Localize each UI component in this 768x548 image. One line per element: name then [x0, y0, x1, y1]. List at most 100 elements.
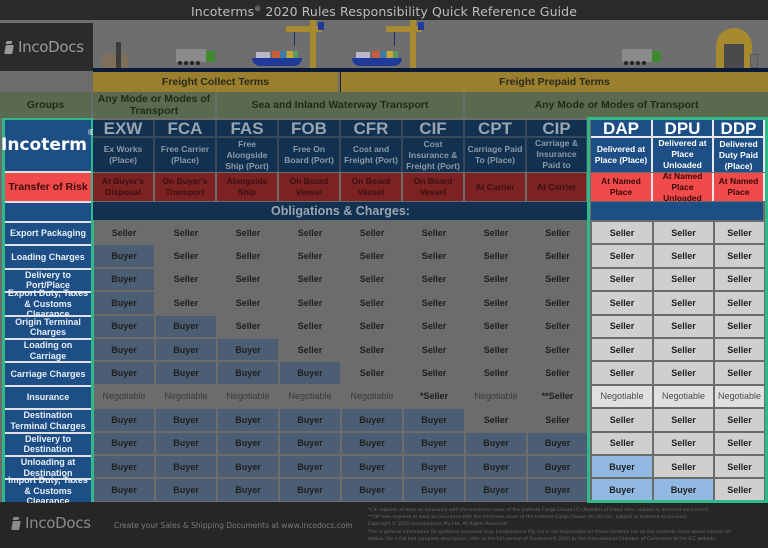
term-name: Ex Works (Place)	[103, 144, 143, 165]
cell-dpu-seller: Seller	[654, 432, 713, 454]
cell-fca-buyer: Buyer	[156, 479, 216, 501]
title-prefix: Incoterms	[191, 4, 255, 20]
warehouse-icon	[712, 28, 758, 68]
cell-fca-buyer: Buyer	[156, 362, 216, 384]
cell-fca-seller: Seller	[156, 292, 216, 314]
risk-fob: On Board Vessel	[279, 173, 341, 201]
band-freight-collect: Freight Collect Terms	[93, 72, 340, 92]
cell-exw-buyer: Buyer	[94, 479, 154, 501]
cell-exw-buyer: Buyer	[94, 409, 154, 431]
cell-cif-seller: Seller	[404, 268, 464, 291]
term-header-fob: FOB Free On Board (Port)	[279, 120, 341, 172]
term-name: Free On Board (Port)	[284, 144, 334, 165]
cell-cif-seller: Seller	[404, 362, 464, 384]
cell-fas-seller: Seller	[218, 268, 278, 291]
cell-fob-seller: Seller	[280, 315, 340, 337]
footer-tagline[interactable]: Create your Sales & Shipping Documents a…	[114, 521, 353, 530]
term-code: DDP	[714, 120, 763, 138]
copyright: Copyright © 2020 IncoSolutions Pty Ltd. …	[368, 522, 509, 528]
incodocs-logo-icon	[11, 517, 21, 530]
cell-cfr-seller: Seller	[342, 315, 402, 337]
cell-fas-buyer: Buyer	[218, 456, 278, 478]
term-code: CFR	[341, 120, 401, 138]
cell-fob-buyer: Buyer	[280, 456, 340, 478]
term-header-cfr: CFR Cost and Freight (Port)	[341, 120, 403, 172]
term-header-ddp: DDP Delivered Duty Paid (Place)	[714, 120, 765, 172]
term-header-cif: CIF Cost Insurance & Freight (Port)	[403, 120, 465, 172]
cell-cip-buyer: Buyer	[528, 456, 587, 478]
risk-fas: Alongside Ship	[217, 173, 279, 201]
cell-cip-seller: Seller	[528, 222, 587, 244]
cell-cfr-seller: Seller	[342, 245, 402, 267]
term-code: CIP	[527, 120, 586, 138]
cell-dap-seller: Seller	[592, 292, 652, 314]
obligation-label: Destination Terminal Charges	[5, 410, 91, 432]
term-code: FOB	[279, 120, 339, 138]
cell-fas-neg: Negotiable	[218, 385, 278, 408]
cell-dap-seller: Seller	[592, 268, 652, 291]
cell-cip-seller: Seller	[528, 315, 587, 337]
risk-fca: On Buyer's Transport	[155, 173, 217, 201]
cell-fob-neg: Negotiable	[280, 385, 340, 408]
disclaimer-continued: details. For a full and complete descrip…	[368, 536, 717, 542]
cell-exw-buyer: Buyer	[94, 362, 154, 384]
cell-cfr-seller: Seller	[342, 222, 402, 244]
cell-ddp-neg: Negotiable	[715, 385, 764, 408]
band-freight-prepaid: Freight Prepaid Terms	[341, 72, 768, 92]
cell-cip-seller: Seller	[528, 362, 587, 384]
cell-dpu-seller: Seller	[654, 315, 713, 337]
risk-dpu: At Named Place Unloaded	[653, 171, 714, 203]
cell-dpu-seller: Seller	[654, 245, 713, 267]
obligations-spacer	[5, 203, 91, 221]
registered-mark: ®	[86, 128, 95, 137]
risk-cpt: At Carrier	[465, 173, 527, 201]
cell-cif-buyer: Buyer	[404, 479, 464, 501]
cell-cif-seller: Seller	[404, 292, 464, 314]
transfer-of-risk-label: Transfer of Risk	[5, 173, 91, 201]
cell-cpt-seller: Seller	[466, 409, 526, 431]
term-name: Free Carrier (Place)	[160, 144, 210, 165]
incoterm-label: Incoterm ®	[1, 120, 95, 171]
cell-fca-buyer: Buyer	[156, 315, 216, 337]
cell-dap-seller: Seller	[592, 432, 652, 454]
risk-cip: At Carrier	[527, 173, 588, 201]
cell-dap-seller: Seller	[592, 315, 652, 337]
cell-exw-buyer: Buyer	[94, 339, 154, 361]
cell-cpt-seller: Seller	[466, 292, 526, 314]
cell-fob-buyer: Buyer	[280, 362, 340, 384]
cell-exw-buyer: Buyer	[94, 292, 154, 314]
cell-cpt-buyer: Buyer	[466, 456, 526, 478]
cell-cip-seller: Seller	[528, 245, 587, 267]
term-name: Free Alongside Ship (Port)	[225, 138, 269, 171]
term-name: Delivered Duty Paid (Place)	[718, 138, 759, 171]
term-name: Carriage Paid To (Place)	[467, 144, 523, 165]
cell-cfr-buyer: Buyer	[342, 432, 402, 454]
transport-banner: IncoDocs	[0, 20, 768, 72]
cell-dpu-seller: Seller	[654, 292, 713, 314]
disclaimer: This is general information for guidance…	[368, 529, 731, 535]
mode-any-collect: Any Mode or Modes of Transport	[93, 92, 217, 118]
cell-cif-seller: Seller	[404, 315, 464, 337]
cell-cfr-buyer: Buyer	[342, 479, 402, 501]
port-crane-icon	[386, 20, 426, 70]
term-header-fca: FCA Free Carrier (Place)	[155, 120, 217, 172]
cell-cpt-seller: Seller	[466, 315, 526, 337]
cell-dpu-seller: Seller	[654, 409, 713, 431]
cell-cip-seller: Seller	[528, 339, 587, 361]
obligation-label: Export Duty, Taxes & Customs Clearance	[5, 288, 91, 319]
cargo-ship-icon	[352, 46, 402, 66]
cell-fob-seller: Seller	[280, 339, 340, 361]
cell-cpt-seller: Seller	[466, 222, 526, 244]
cell-cfr-seller: Seller	[342, 268, 402, 291]
groups-column: Incoterm ® Transfer of Risk Export Packag…	[1, 118, 95, 506]
footer-logo: IncoDocs	[11, 514, 91, 532]
term-header-exw: EXW Ex Works (Place)	[93, 120, 155, 172]
mode-any-prepaid: Any Mode or Modes of Transport	[465, 92, 768, 118]
footnote-cip: **CIP now requires at least an insurance…	[368, 515, 687, 521]
obligation-label: Carriage Charges	[5, 363, 91, 385]
cell-fob-buyer: Buyer	[280, 479, 340, 501]
cell-dap-seller: Seller	[592, 245, 652, 267]
cell-cif-seller: Seller	[404, 339, 464, 361]
